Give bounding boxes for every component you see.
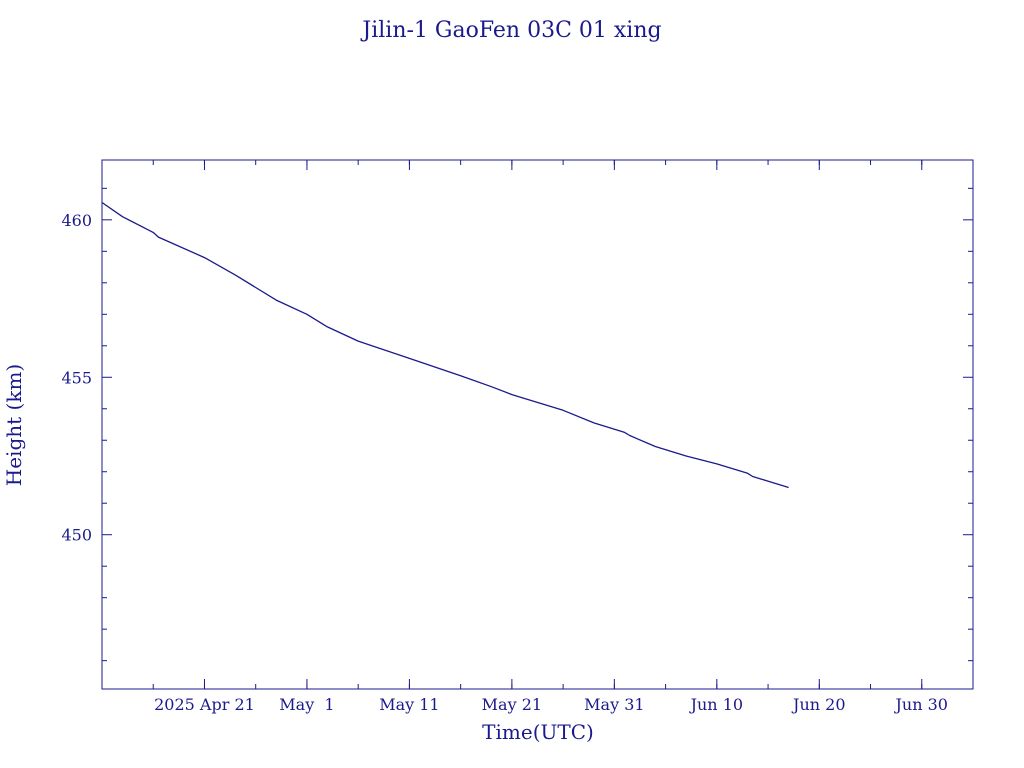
- axis-tick-labels: 450 455 460 2025 Apr 21 May 1 May 11 May 21 May…: [61, 211, 948, 714]
- x-tick-label: 2025 Apr 21: [154, 695, 255, 714]
- y-tick-label: 455: [61, 368, 92, 387]
- y-tick-label: 450: [61, 526, 92, 545]
- x-tick-label: May 31: [584, 695, 644, 714]
- x-axis-label: Time(UTC): [482, 720, 594, 744]
- x-tick-label: Jun 30: [894, 695, 948, 714]
- plot-frame: [101, 159, 974, 690]
- axis-ticks: [101, 160, 974, 689]
- x-tick-label: May 1: [279, 695, 334, 714]
- x-tick-label: Jun 10: [689, 695, 743, 714]
- x-tick-label: May 21: [482, 695, 542, 714]
- chart-title: Jilin-1 GaoFen 03C 01 xing: [360, 18, 661, 43]
- height-series-line: [101, 201, 789, 489]
- x-tick-label: May 11: [379, 695, 439, 714]
- x-tick-label: Jun 20: [791, 695, 845, 714]
- series-group: [101, 201, 789, 489]
- y-tick-label: 460: [61, 211, 92, 230]
- y-axis-label: Height (km): [2, 364, 26, 486]
